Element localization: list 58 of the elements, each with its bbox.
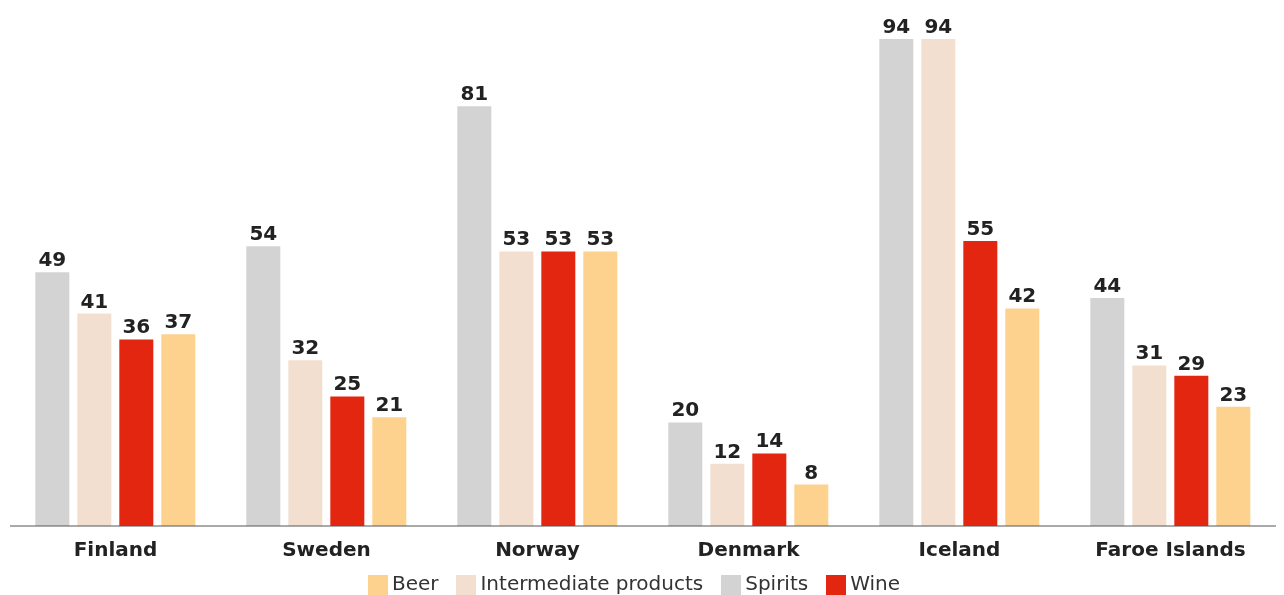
- data-label: 94: [882, 14, 911, 38]
- bar: [668, 422, 703, 526]
- data-label: 36: [122, 314, 151, 339]
- bar: [1216, 406, 1251, 526]
- data-label: 54: [249, 221, 278, 246]
- bar: [246, 246, 281, 526]
- x-tick-label: Iceland: [918, 537, 1001, 562]
- bar: [794, 484, 829, 526]
- bar: [1132, 365, 1167, 526]
- x-tick-label: Faroe Islands: [1095, 537, 1246, 562]
- bar: [119, 339, 154, 526]
- data-label: 21: [375, 392, 404, 417]
- bar: [1174, 375, 1209, 526]
- x-tick-label: Denmark: [697, 537, 801, 562]
- legend-label: Intermediate products: [480, 571, 704, 595]
- bar: [752, 453, 787, 526]
- bar: [499, 251, 534, 526]
- bar: [35, 272, 70, 526]
- bar: [541, 251, 576, 526]
- bar: [457, 106, 492, 526]
- x-tick-label: Finland: [73, 537, 158, 562]
- data-label: 32: [291, 335, 320, 360]
- bar: [921, 39, 956, 526]
- bar: [583, 251, 618, 526]
- bar: [1005, 308, 1040, 526]
- bar: [161, 334, 196, 526]
- data-label: 31: [1135, 340, 1164, 365]
- data-label: 37: [164, 309, 193, 334]
- bar: [879, 39, 914, 526]
- bar: [372, 417, 407, 526]
- bar: [77, 313, 112, 526]
- data-label: 29: [1177, 350, 1206, 375]
- bar: [330, 396, 365, 526]
- legend-label: Spirits: [745, 571, 809, 595]
- data-label: 20: [671, 397, 700, 422]
- data-label: 81: [460, 81, 489, 106]
- data-label: 44: [1093, 273, 1122, 298]
- data-label: 41: [80, 288, 109, 313]
- data-label: 53: [502, 226, 531, 251]
- data-label: 42: [1008, 283, 1037, 308]
- bar: [710, 463, 745, 526]
- data-label: 53: [544, 226, 573, 251]
- legend-label: Beer: [391, 571, 439, 595]
- data-label: 53: [586, 226, 615, 251]
- data-label: 12: [713, 438, 742, 463]
- data-label: 23: [1219, 381, 1248, 406]
- data-label: 14: [755, 428, 784, 453]
- data-label: 49: [38, 247, 67, 272]
- bar: [1090, 298, 1125, 526]
- data-label: 8: [804, 459, 819, 484]
- data-label: 25: [333, 371, 362, 396]
- x-tick-label: Sweden: [282, 537, 371, 562]
- bar: [963, 241, 998, 526]
- bar: [288, 360, 323, 526]
- data-label: 94: [924, 14, 953, 38]
- x-tick-label: Norway: [495, 537, 580, 562]
- data-label: 55: [966, 216, 995, 241]
- legend-label: Wine: [850, 571, 901, 595]
